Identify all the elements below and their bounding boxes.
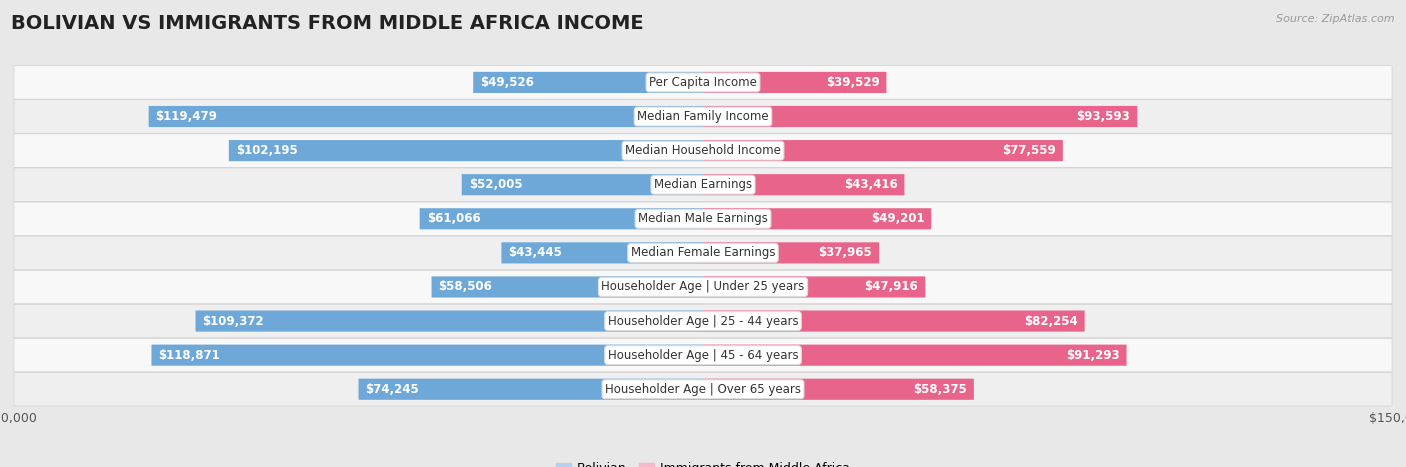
FancyBboxPatch shape bbox=[703, 140, 1063, 161]
FancyBboxPatch shape bbox=[14, 304, 1392, 338]
Text: Householder Age | 45 - 64 years: Householder Age | 45 - 64 years bbox=[607, 349, 799, 361]
FancyBboxPatch shape bbox=[14, 202, 1392, 235]
Text: Median Household Income: Median Household Income bbox=[626, 144, 780, 157]
Text: Median Earnings: Median Earnings bbox=[654, 178, 752, 191]
FancyBboxPatch shape bbox=[432, 276, 703, 297]
Text: $118,871: $118,871 bbox=[159, 349, 221, 361]
FancyBboxPatch shape bbox=[229, 140, 703, 161]
Text: $43,445: $43,445 bbox=[509, 247, 562, 259]
Text: $77,559: $77,559 bbox=[1002, 144, 1056, 157]
Text: BOLIVIAN VS IMMIGRANTS FROM MIDDLE AFRICA INCOME: BOLIVIAN VS IMMIGRANTS FROM MIDDLE AFRIC… bbox=[11, 14, 644, 33]
Text: $43,416: $43,416 bbox=[844, 178, 897, 191]
Text: $102,195: $102,195 bbox=[236, 144, 298, 157]
FancyBboxPatch shape bbox=[703, 106, 1137, 127]
FancyBboxPatch shape bbox=[14, 66, 1392, 99]
Text: $39,529: $39,529 bbox=[825, 76, 879, 89]
Text: Per Capita Income: Per Capita Income bbox=[650, 76, 756, 89]
Text: Householder Age | 25 - 44 years: Householder Age | 25 - 44 years bbox=[607, 315, 799, 327]
Legend: Bolivian, Immigrants from Middle Africa: Bolivian, Immigrants from Middle Africa bbox=[555, 462, 851, 467]
FancyBboxPatch shape bbox=[14, 270, 1392, 304]
Text: $49,201: $49,201 bbox=[870, 212, 924, 225]
Text: Median Male Earnings: Median Male Earnings bbox=[638, 212, 768, 225]
Text: Householder Age | Over 65 years: Householder Age | Over 65 years bbox=[605, 383, 801, 396]
Text: Median Family Income: Median Family Income bbox=[637, 110, 769, 123]
FancyBboxPatch shape bbox=[14, 100, 1392, 133]
Text: $58,506: $58,506 bbox=[439, 281, 492, 293]
FancyBboxPatch shape bbox=[703, 345, 1126, 366]
Text: $37,965: $37,965 bbox=[818, 247, 872, 259]
FancyBboxPatch shape bbox=[474, 72, 703, 93]
FancyBboxPatch shape bbox=[14, 236, 1392, 269]
FancyBboxPatch shape bbox=[703, 379, 974, 400]
Text: $119,479: $119,479 bbox=[156, 110, 218, 123]
FancyBboxPatch shape bbox=[359, 379, 703, 400]
FancyBboxPatch shape bbox=[502, 242, 703, 263]
Text: $74,245: $74,245 bbox=[366, 383, 419, 396]
Text: Householder Age | Under 25 years: Householder Age | Under 25 years bbox=[602, 281, 804, 293]
FancyBboxPatch shape bbox=[703, 276, 925, 297]
Text: $91,293: $91,293 bbox=[1066, 349, 1119, 361]
FancyBboxPatch shape bbox=[14, 134, 1392, 167]
FancyBboxPatch shape bbox=[14, 373, 1392, 406]
FancyBboxPatch shape bbox=[703, 174, 904, 195]
FancyBboxPatch shape bbox=[419, 208, 703, 229]
FancyBboxPatch shape bbox=[703, 311, 1084, 332]
FancyBboxPatch shape bbox=[703, 72, 886, 93]
FancyBboxPatch shape bbox=[149, 106, 703, 127]
FancyBboxPatch shape bbox=[14, 339, 1392, 372]
Text: $58,375: $58,375 bbox=[912, 383, 967, 396]
Text: $52,005: $52,005 bbox=[468, 178, 522, 191]
Text: $47,916: $47,916 bbox=[865, 281, 918, 293]
FancyBboxPatch shape bbox=[461, 174, 703, 195]
Text: $109,372: $109,372 bbox=[202, 315, 264, 327]
Text: $61,066: $61,066 bbox=[426, 212, 481, 225]
FancyBboxPatch shape bbox=[195, 311, 703, 332]
FancyBboxPatch shape bbox=[703, 242, 879, 263]
FancyBboxPatch shape bbox=[703, 208, 931, 229]
FancyBboxPatch shape bbox=[152, 345, 703, 366]
Text: $93,593: $93,593 bbox=[1077, 110, 1130, 123]
Text: Median Female Earnings: Median Female Earnings bbox=[631, 247, 775, 259]
FancyBboxPatch shape bbox=[14, 168, 1392, 201]
Text: Source: ZipAtlas.com: Source: ZipAtlas.com bbox=[1277, 14, 1395, 24]
Text: $82,254: $82,254 bbox=[1024, 315, 1077, 327]
Text: $49,526: $49,526 bbox=[481, 76, 534, 89]
